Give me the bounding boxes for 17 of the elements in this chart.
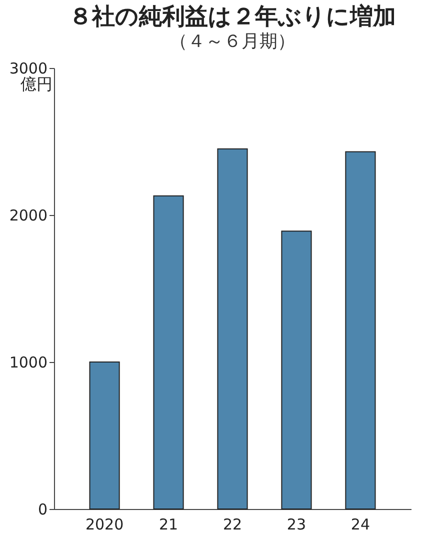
bar (217, 148, 248, 510)
x-tick-label: 21 (158, 516, 178, 534)
bar (153, 195, 184, 510)
y-tick-label: 2000 (9, 206, 48, 224)
x-tick-label: 2020 (85, 516, 124, 534)
y-axis-title: 億円 (20, 74, 52, 94)
y-tick-label: 0 (38, 500, 48, 518)
bar (89, 362, 120, 510)
y-tick-label: 3000 (9, 60, 48, 78)
y-tick-label: 1000 (9, 354, 48, 372)
x-tick-label: 24 (350, 516, 370, 534)
x-tick-label: 23 (286, 516, 306, 534)
bar (281, 230, 312, 510)
bar (345, 151, 376, 510)
chart-subtitle: （４～６月期） (170, 31, 296, 52)
x-tick-label: 22 (222, 516, 242, 534)
chart-title: ８社の純利益は２年ぶりに増加 (69, 3, 396, 30)
